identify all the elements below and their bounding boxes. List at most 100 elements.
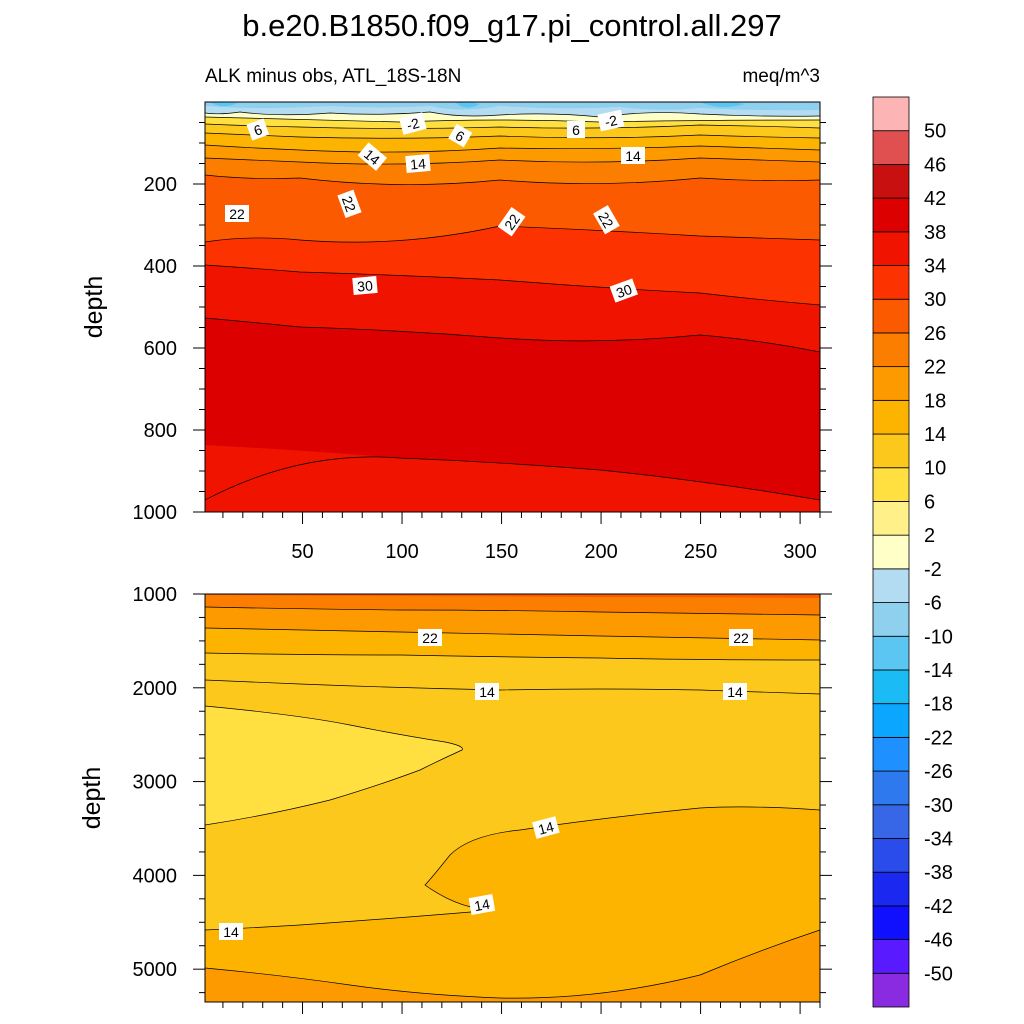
- y-tick-label: 600: [144, 338, 177, 360]
- colorbar-label: 6: [924, 491, 935, 513]
- top-panel-contours: [205, 102, 820, 512]
- band-22-26: [205, 594, 820, 615]
- contour-label: 30: [614, 281, 634, 301]
- colorbar-label: 22: [924, 357, 946, 379]
- colorbar-label: 34: [924, 256, 946, 278]
- contour-label: 22: [733, 630, 749, 646]
- colorbar-swatch: [872, 197, 910, 233]
- colorbar-label: -42: [924, 896, 953, 918]
- colorbar-label: -46: [924, 930, 953, 952]
- colorbar-swatch: [872, 905, 910, 940]
- colorbar-label: 26: [924, 323, 946, 345]
- colorbar-swatch: [872, 602, 910, 637]
- colorbar-label: 2: [924, 525, 935, 547]
- colorbar-swatch: [872, 366, 910, 401]
- colorbar-label: -14: [924, 660, 953, 682]
- colorbar-label: 50: [924, 121, 946, 143]
- colorbar-label: 18: [924, 390, 946, 412]
- contour-label: 14: [727, 684, 743, 700]
- contour-label: -2: [405, 115, 421, 134]
- colorbar-swatch: [872, 130, 910, 165]
- colorbar-label: -10: [924, 626, 953, 648]
- colorbar-label: -50: [924, 963, 953, 985]
- colorbar-swatch: [872, 635, 910, 671]
- colorbar-swatch: [872, 164, 910, 199]
- colorbar: [872, 96, 910, 1008]
- y-tick-label: 3000: [133, 772, 178, 794]
- band-26-30: [205, 594, 820, 598]
- y-tick-label: 400: [144, 256, 177, 278]
- colorbar-label: -38: [924, 862, 953, 884]
- colorbar-swatch: [872, 736, 910, 772]
- bottom-panel-contours: [205, 594, 820, 1002]
- colorbar-swatch: [872, 939, 910, 974]
- colorbar-swatch: [872, 534, 910, 570]
- band-6-10-wedge: [205, 706, 463, 825]
- colorbar-label: -22: [924, 727, 953, 749]
- y-tick-label: 1000: [133, 502, 178, 524]
- contour-label: 14: [536, 818, 555, 838]
- colorbar-label: -18: [924, 694, 953, 716]
- colorbar-swatch: [872, 467, 910, 502]
- top-panel-tick-labels: 50 100 150 200 250 300 200 400 600 800 1000: [133, 174, 817, 563]
- bottom-panel-ticks: [193, 593, 832, 1014]
- colorbar-swatch: [872, 501, 910, 536]
- y-tick-label: 2000: [133, 678, 178, 700]
- contour-label: 6: [572, 122, 580, 138]
- colorbar-swatch: [872, 298, 910, 334]
- bottom-panel-tick-labels: 1000 2000 3000 4000 5000: [133, 584, 178, 981]
- contour-label: 22: [339, 194, 359, 214]
- top-y-axis-label: depth: [80, 276, 108, 339]
- y-tick-label: 4000: [133, 865, 178, 887]
- colorbar-label: -26: [924, 761, 953, 783]
- contour-label: 22: [595, 209, 617, 231]
- band-minus14-minus10: [210, 102, 745, 108]
- colorbar-label: 10: [924, 458, 946, 480]
- subtitle-right: meq/m^3: [742, 66, 820, 87]
- contour-label: 22: [422, 630, 438, 646]
- colorbar-swatch: [872, 265, 910, 300]
- colorbar-label: 30: [924, 289, 946, 311]
- colorbar-swatch: [872, 96, 910, 132]
- figure-title: b.e20.B1850.f09_g17.pi_control.all.297: [242, 8, 782, 43]
- bottom-y-axis-label: depth: [78, 767, 106, 830]
- colorbar-swatch: [872, 972, 910, 1008]
- colorbar-swatch: [872, 231, 910, 266]
- colorbar-swatch: [872, 399, 910, 435]
- colorbar-label: 42: [924, 188, 946, 210]
- colorbar-swatch: [872, 433, 910, 469]
- contour-label: 14: [625, 148, 641, 164]
- colorbar-swatch: [872, 770, 910, 806]
- subtitle-left: ALK minus obs, ATL_18S-18N: [205, 66, 461, 87]
- x-tick-label: 300: [783, 541, 816, 563]
- colorbar-swatch: [872, 332, 910, 368]
- bottom-contour-labels: 22 22 14 14 14 14 14: [219, 629, 753, 940]
- y-tick-label: 800: [144, 420, 177, 442]
- y-tick-label: 5000: [133, 959, 178, 981]
- y-tick-label: 1000: [133, 584, 178, 606]
- colorbar-label: 38: [924, 222, 946, 244]
- colorbar-labels: 50 46 42 38 34 30 26 22 18 14 10 6 2 -2 -6 -10 -14 -18 -22…: [924, 121, 953, 986]
- contour-label: 14: [410, 155, 427, 172]
- x-tick-label: 250: [684, 541, 717, 563]
- x-tick-label: 150: [485, 541, 518, 563]
- colorbar-swatch: [872, 703, 910, 738]
- contour-label: 14: [473, 896, 491, 914]
- top-contour-labels: 6 -2 6 6 -2 14 14 14 22 22 22 22 30 30: [225, 109, 645, 303]
- colorbar-label: 14: [924, 424, 946, 446]
- colorbar-swatch: [872, 871, 910, 907]
- contour-label: 30: [357, 277, 374, 294]
- colorbar-swatch: [872, 568, 910, 603]
- colorbar-label: -34: [924, 828, 953, 850]
- colorbar-label: 46: [924, 154, 946, 176]
- contour-label: 14: [223, 924, 239, 940]
- y-tick-label: 200: [144, 174, 177, 196]
- contour-label: 14: [479, 684, 495, 700]
- x-tick-label: 200: [584, 541, 617, 563]
- colorbar-label: -6: [924, 593, 942, 615]
- top-panel-ticks: [193, 122, 832, 524]
- contour-label: 22: [229, 206, 245, 222]
- x-tick-label: 50: [291, 541, 313, 563]
- colorbar-label: -2: [924, 559, 942, 581]
